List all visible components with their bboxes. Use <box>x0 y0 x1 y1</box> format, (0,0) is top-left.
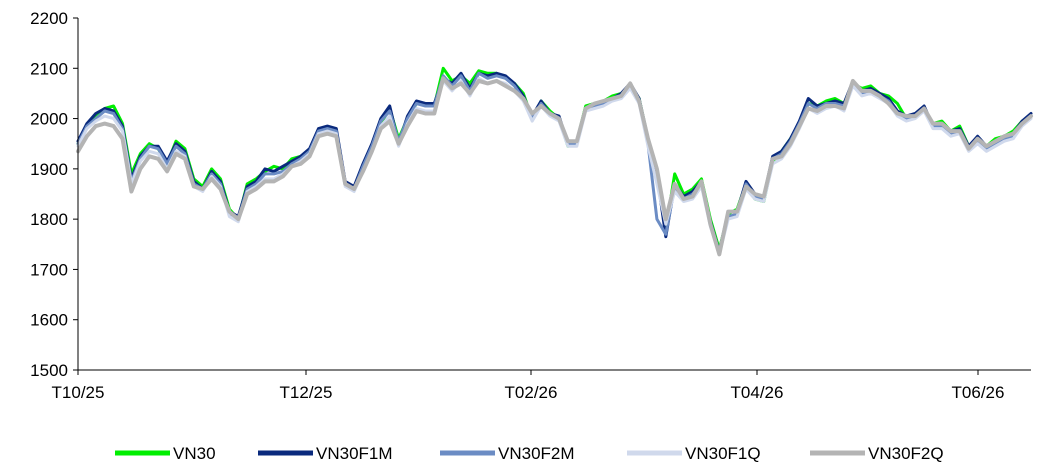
y-tick-label: 1700 <box>30 260 68 279</box>
y-tick-label: 2100 <box>30 59 68 78</box>
y-tick-label: 1800 <box>30 210 68 229</box>
legend: VN30 VN30F1M VN30F2M VN30F1Q VN30F2Q <box>115 444 944 463</box>
x-tick-label: T04/26 <box>731 383 784 402</box>
y-tick-label: 2000 <box>30 110 68 129</box>
legend-label-vn30f1q: VN30F1Q <box>685 444 761 463</box>
y-tick-label: 1600 <box>30 311 68 330</box>
legend-label-vn30f2q: VN30F2Q <box>868 444 944 463</box>
y-tick-label: 1500 <box>30 361 68 380</box>
axis-layer: 1500 1600 1700 1800 1900 2000 2100 2200 T10/25 T1… <box>30 9 1031 402</box>
series-line-vn30f2m <box>76 71 1033 254</box>
x-tick-label: T10/25 <box>52 383 105 402</box>
legend-label-vn30f2m: VN30F2M <box>498 444 575 463</box>
series-line-vn30 <box>76 66 1033 251</box>
series-layer <box>76 66 1033 257</box>
series-line-vn30f2q <box>76 76 1033 257</box>
series-line-vn30f1q <box>76 76 1033 256</box>
x-tick-label: T02/26 <box>505 383 558 402</box>
x-tick-label: T06/26 <box>952 383 1005 402</box>
x-tick-label: T12/25 <box>280 383 333 402</box>
legend-label-vn30: VN30 <box>173 444 216 463</box>
y-tick-label: 2200 <box>30 9 68 28</box>
y-tick-label: 1900 <box>30 160 68 179</box>
legend-label-vn30f1m: VN30F1M <box>316 444 393 463</box>
